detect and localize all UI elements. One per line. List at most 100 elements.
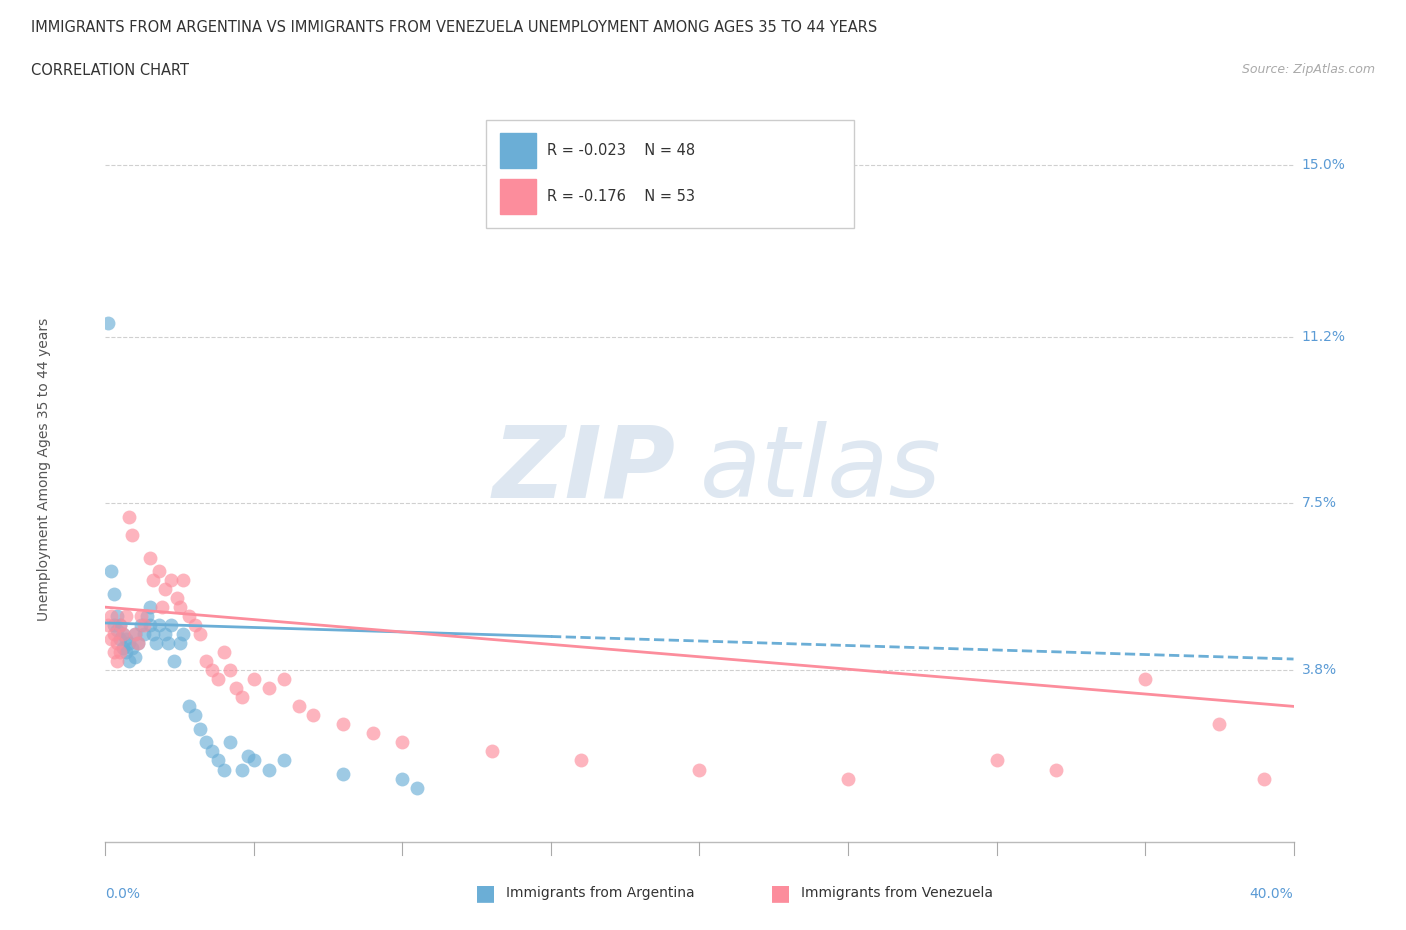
Point [97, 315, 120, 330]
Point [169, 636, 191, 651]
Point [225, 681, 247, 696]
Point [1253, 771, 1275, 786]
Point [837, 771, 859, 786]
Point [195, 654, 218, 669]
Point [183, 618, 205, 632]
Point [169, 600, 191, 615]
Point [166, 591, 188, 605]
Point [112, 627, 135, 642]
Text: Immigrants from Argentina: Immigrants from Argentina [506, 885, 695, 900]
Point [986, 753, 1008, 768]
Point [103, 586, 125, 601]
Text: IMMIGRANTS FROM ARGENTINA VS IMMIGRANTS FROM VENEZUELA UNEMPLOYMENT AMONG AGES 3: IMMIGRANTS FROM ARGENTINA VS IMMIGRANTS … [31, 20, 877, 35]
Text: 7.5%: 7.5% [1302, 497, 1337, 511]
Text: 15.0%: 15.0% [1302, 158, 1346, 172]
Text: atlas: atlas [700, 421, 941, 518]
Point [231, 762, 253, 777]
Point [214, 762, 236, 777]
Point [112, 627, 135, 642]
Text: 3.8%: 3.8% [1302, 663, 1337, 677]
Point [273, 753, 295, 768]
Point [124, 649, 146, 664]
Point [110, 644, 132, 659]
Point [110, 631, 132, 646]
Point [287, 699, 309, 714]
Point [243, 753, 266, 768]
Point [153, 581, 176, 596]
Point [156, 636, 179, 651]
Point [273, 671, 295, 686]
Point [177, 699, 200, 714]
Point [105, 609, 128, 624]
Bar [501, 133, 536, 168]
Point [142, 627, 165, 642]
Point [207, 671, 229, 686]
Point [689, 762, 711, 777]
Point [136, 609, 159, 624]
Point [481, 744, 503, 759]
Point [1133, 671, 1156, 686]
Point [127, 636, 149, 651]
Point [190, 722, 212, 737]
Point [332, 717, 354, 732]
Point [163, 654, 186, 669]
Point [148, 618, 170, 632]
Point [190, 627, 212, 642]
Point [214, 644, 236, 659]
Point [124, 627, 146, 642]
Point [129, 609, 152, 624]
Point [118, 636, 141, 651]
Point [219, 663, 242, 678]
Point [257, 681, 280, 696]
Point [132, 627, 155, 642]
Point [121, 641, 143, 656]
Point [302, 708, 325, 723]
Point [105, 622, 128, 637]
Point [391, 771, 413, 786]
Point [361, 726, 384, 741]
Point [177, 609, 200, 624]
Point [1208, 717, 1230, 732]
FancyBboxPatch shape [485, 120, 853, 228]
Point [112, 641, 135, 656]
Point [124, 627, 146, 642]
Point [118, 510, 141, 525]
Point [118, 654, 141, 669]
Point [243, 671, 266, 686]
Bar [501, 179, 536, 215]
Point [115, 631, 138, 646]
Point [332, 766, 354, 781]
Point [105, 654, 128, 669]
Point [391, 735, 413, 750]
Text: CORRELATION CHART: CORRELATION CHART [31, 63, 188, 78]
Text: 11.2%: 11.2% [1302, 329, 1346, 343]
Point [132, 618, 155, 632]
Text: Immigrants from Venezuela: Immigrants from Venezuela [801, 885, 994, 900]
Point [172, 627, 194, 642]
Point [236, 749, 259, 764]
Point [115, 644, 138, 659]
Point [103, 627, 125, 642]
Point [569, 753, 592, 768]
Point [201, 744, 224, 759]
Text: R = -0.176    N = 53: R = -0.176 N = 53 [547, 189, 696, 204]
Text: ZIP: ZIP [492, 421, 676, 518]
Point [183, 708, 205, 723]
Point [103, 618, 125, 632]
Point [105, 636, 128, 651]
Point [145, 636, 167, 651]
Text: ■: ■ [475, 883, 495, 903]
Point [110, 618, 132, 632]
Point [139, 618, 162, 632]
Text: Unemployment Among Ages 35 to 44 years: Unemployment Among Ages 35 to 44 years [37, 318, 51, 621]
Point [219, 735, 242, 750]
Text: R = -0.023    N = 48: R = -0.023 N = 48 [547, 143, 696, 158]
Point [121, 527, 143, 542]
Point [207, 753, 229, 768]
Text: 0.0%: 0.0% [105, 886, 141, 901]
Point [257, 762, 280, 777]
Point [406, 780, 429, 795]
Point [148, 564, 170, 578]
Point [115, 609, 138, 624]
Point [103, 644, 125, 659]
